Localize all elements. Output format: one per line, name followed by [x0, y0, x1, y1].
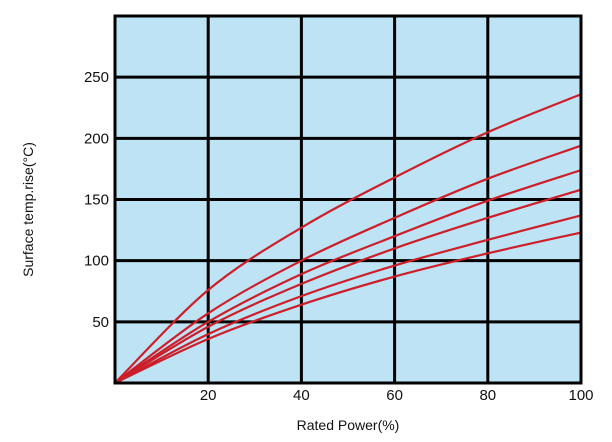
- series-line-2: [113, 144, 583, 385]
- x-tick-label-40: 40: [293, 387, 310, 404]
- y-tick-label-100: 100: [84, 253, 109, 270]
- plot-frame: [113, 14, 583, 385]
- y-tick-label-150: 150: [84, 192, 109, 209]
- x-tick-label-80: 80: [479, 387, 496, 404]
- x-tick-label-60: 60: [386, 387, 403, 404]
- y-tick-label-250: 250: [84, 69, 109, 86]
- x-axis-label: Rated Power(%): [297, 417, 400, 433]
- y-tick-label-50: 50: [92, 314, 109, 331]
- series-line-3: [113, 169, 583, 385]
- x-tick-label-100: 100: [568, 387, 593, 404]
- series-line-4: [113, 188, 583, 385]
- tick-labels: 20 40 60 80 100 50 100 150 200 250: [84, 69, 594, 404]
- series-line-1: [113, 93, 583, 385]
- x-tick-label-20: 20: [200, 387, 217, 404]
- series-line-5: [113, 214, 583, 385]
- y-tick-label-200: 200: [84, 130, 109, 147]
- grid-lines: [115, 16, 583, 383]
- series-line-6: [113, 231, 583, 385]
- y-axis-label: Surface temp.rise(°C): [20, 142, 36, 277]
- series-lines: [113, 93, 583, 385]
